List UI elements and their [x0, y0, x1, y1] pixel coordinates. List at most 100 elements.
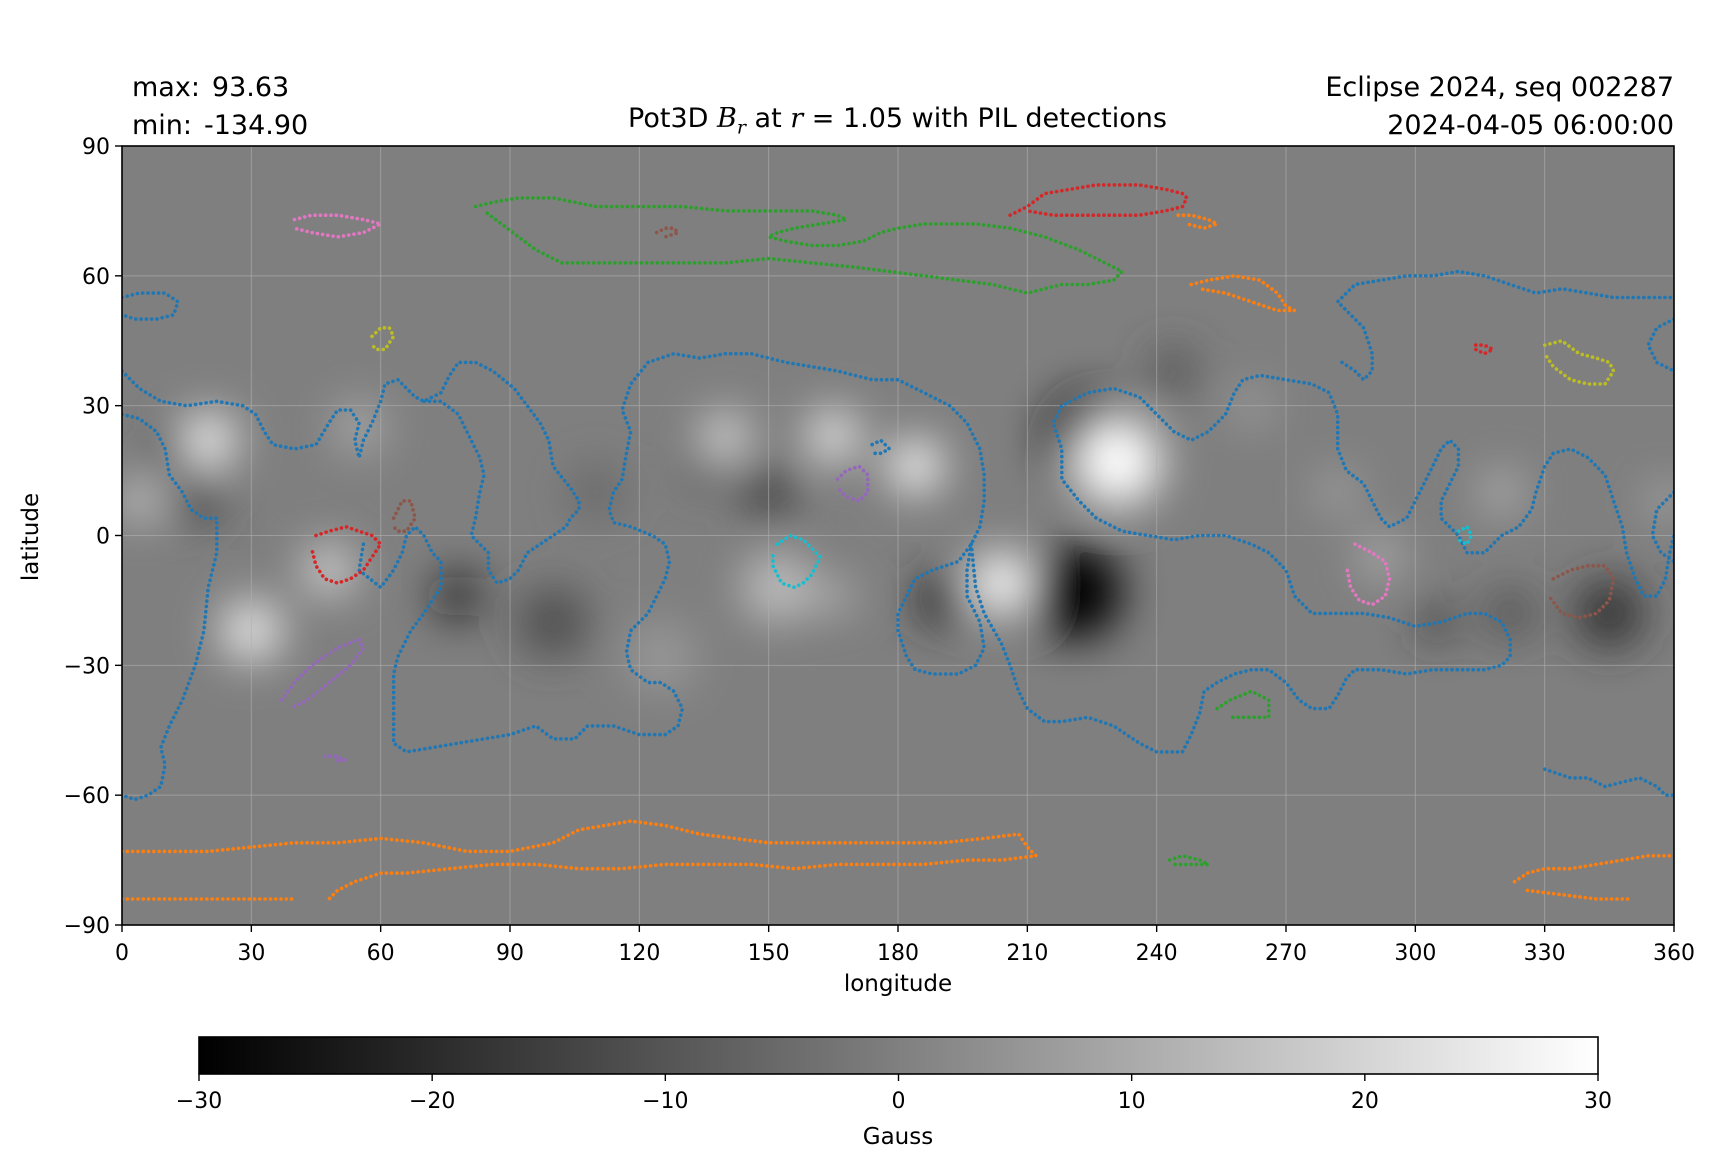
colorbar: −30 −20 −10 0 10 20 30 Gauss [176, 1036, 1612, 1150]
pil-contour-8 [1542, 767, 1674, 798]
field-blob-31 [570, 466, 623, 519]
x-tick-label-12: 360 [1653, 941, 1695, 966]
x-tick-label-6: 180 [877, 941, 919, 966]
field-blob-11 [156, 431, 191, 467]
field-blob-18 [915, 574, 967, 627]
field-blob-23 [1488, 591, 1532, 636]
title-suffix: = 1.05 with PIL detections [803, 103, 1167, 134]
max-label: max: [132, 72, 200, 103]
x-tick-label-4: 120 [618, 941, 660, 966]
x-tick-label-1: 30 [237, 941, 265, 966]
pil-contour-4 [1335, 269, 1674, 382]
pil-contour-27 [1547, 563, 1616, 620]
y-axis-label: latitude [18, 493, 44, 581]
x-tick-label-9: 270 [1265, 941, 1307, 966]
colorbar-tick-label-5: 20 [1351, 1089, 1379, 1114]
field-blob-22 [1419, 604, 1455, 640]
field-blob-21 [1359, 535, 1403, 579]
pil-contour-33 [1456, 524, 1474, 547]
pil-contour-12 [1473, 343, 1495, 356]
pil-contour-28 [654, 226, 680, 239]
timestamp: 2024-04-05 06:00:00 [1387, 110, 1674, 141]
pil-contour-2 [357, 351, 987, 754]
pil-contour-15 [1512, 853, 1674, 884]
colorbar-tick-label-0: −30 [176, 1089, 222, 1114]
pil-contour-22 [292, 213, 383, 239]
x-tick-label-8: 240 [1136, 941, 1178, 966]
colorbar-gradient [198, 1036, 1599, 1075]
x-axis-ticks: 0 30 60 90 120 150 180 210 240 270 300 330 360 [115, 925, 1695, 966]
y-tick-label-3: 0 [96, 525, 110, 550]
colorbar-tick-label-4: 10 [1118, 1089, 1146, 1114]
pil-contour-18 [1176, 213, 1219, 230]
max-readout: max: 93.63 [132, 72, 289, 104]
pil-contour-23 [1344, 542, 1392, 607]
y-tick-label-5: 60 [82, 265, 110, 290]
field-blob-28 [1152, 349, 1196, 393]
colorbar-tick-label-6: 30 [1584, 1089, 1612, 1114]
pil-contour-13 [122, 819, 1038, 901]
title-radius-symbol: r [790, 103, 804, 134]
y-tick-label-4: 30 [82, 395, 110, 420]
pil-contour-29 [279, 637, 366, 711]
field-blob-4 [889, 440, 942, 493]
x-tick-label-3: 90 [496, 941, 524, 966]
field-blob-30 [626, 622, 696, 692]
field-blob-16 [742, 552, 812, 623]
pil-contour-19 [473, 196, 1124, 295]
field-blob-15 [333, 401, 385, 454]
field-blob-17 [816, 578, 851, 614]
field-blob-10 [122, 483, 157, 519]
field-blob-24 [1574, 578, 1644, 649]
pil-contour-5 [122, 291, 180, 321]
colorbar-tick-label-1: −20 [409, 1089, 455, 1114]
x-axis-label: longitude [844, 971, 952, 997]
pil-contour-6 [1646, 317, 1674, 373]
field-map [122, 349, 1674, 692]
pil-contour-30 [835, 464, 870, 503]
pil-contour-0 [122, 412, 219, 802]
title-mid: at [745, 103, 791, 134]
max-value: 93.63 [211, 72, 290, 103]
field-blob-25 [1480, 470, 1524, 514]
pil-contour-25 [1542, 338, 1616, 386]
event-name: Eclipse 2024, seq 002287 [1325, 72, 1674, 103]
pil-contour-11 [1008, 183, 1189, 217]
field-blob-3 [971, 552, 1032, 614]
x-tick-label-5: 150 [748, 941, 790, 966]
pil-contour-16 [1525, 888, 1633, 901]
pil-contour-21 [1167, 853, 1211, 867]
pil-detections [122, 183, 1674, 901]
x-tick-label-10: 300 [1394, 941, 1436, 966]
title-subscript: r [736, 116, 746, 139]
pil-contour-32 [771, 533, 823, 590]
colorbar-tick-label-2: −10 [642, 1089, 688, 1114]
x-tick-label-2: 60 [367, 941, 395, 966]
chart-title: Pot3D Br at r = 1.05 with PIL detections [0, 103, 1728, 138]
field-blob-20 [686, 453, 722, 488]
field-blob-2 [1074, 418, 1161, 506]
y-tick-label-6: 90 [82, 135, 110, 160]
colorbar-tick-label-3: 0 [892, 1089, 906, 1114]
y-tick-label-2: −30 [64, 654, 110, 679]
colorbar-ticks: −30 −20 −10 0 10 20 30 [176, 1074, 1612, 1114]
title-prefix: Pot3D [628, 103, 717, 134]
field-blob-6 [704, 414, 748, 458]
pil-contour-1 [122, 360, 581, 585]
field-blob-26 [1316, 470, 1360, 514]
field-blob-13 [436, 574, 480, 618]
min-readout: min: -134.90 [132, 110, 308, 142]
field-blob-5 [807, 409, 860, 462]
field-blob-12 [178, 479, 222, 523]
pil-contour-9 [870, 438, 892, 456]
min-value: -134.90 [204, 110, 309, 141]
pil-contour-26 [391, 499, 418, 534]
colorbar-label: Gauss [863, 1124, 933, 1150]
title-variable: B [717, 103, 737, 134]
pil-contour-17 [1189, 273, 1297, 313]
field-blob-7 [182, 414, 235, 467]
field-blob-1 [1027, 544, 1123, 640]
pil-contour-3 [969, 373, 1674, 754]
pil-contour-31 [322, 754, 349, 763]
